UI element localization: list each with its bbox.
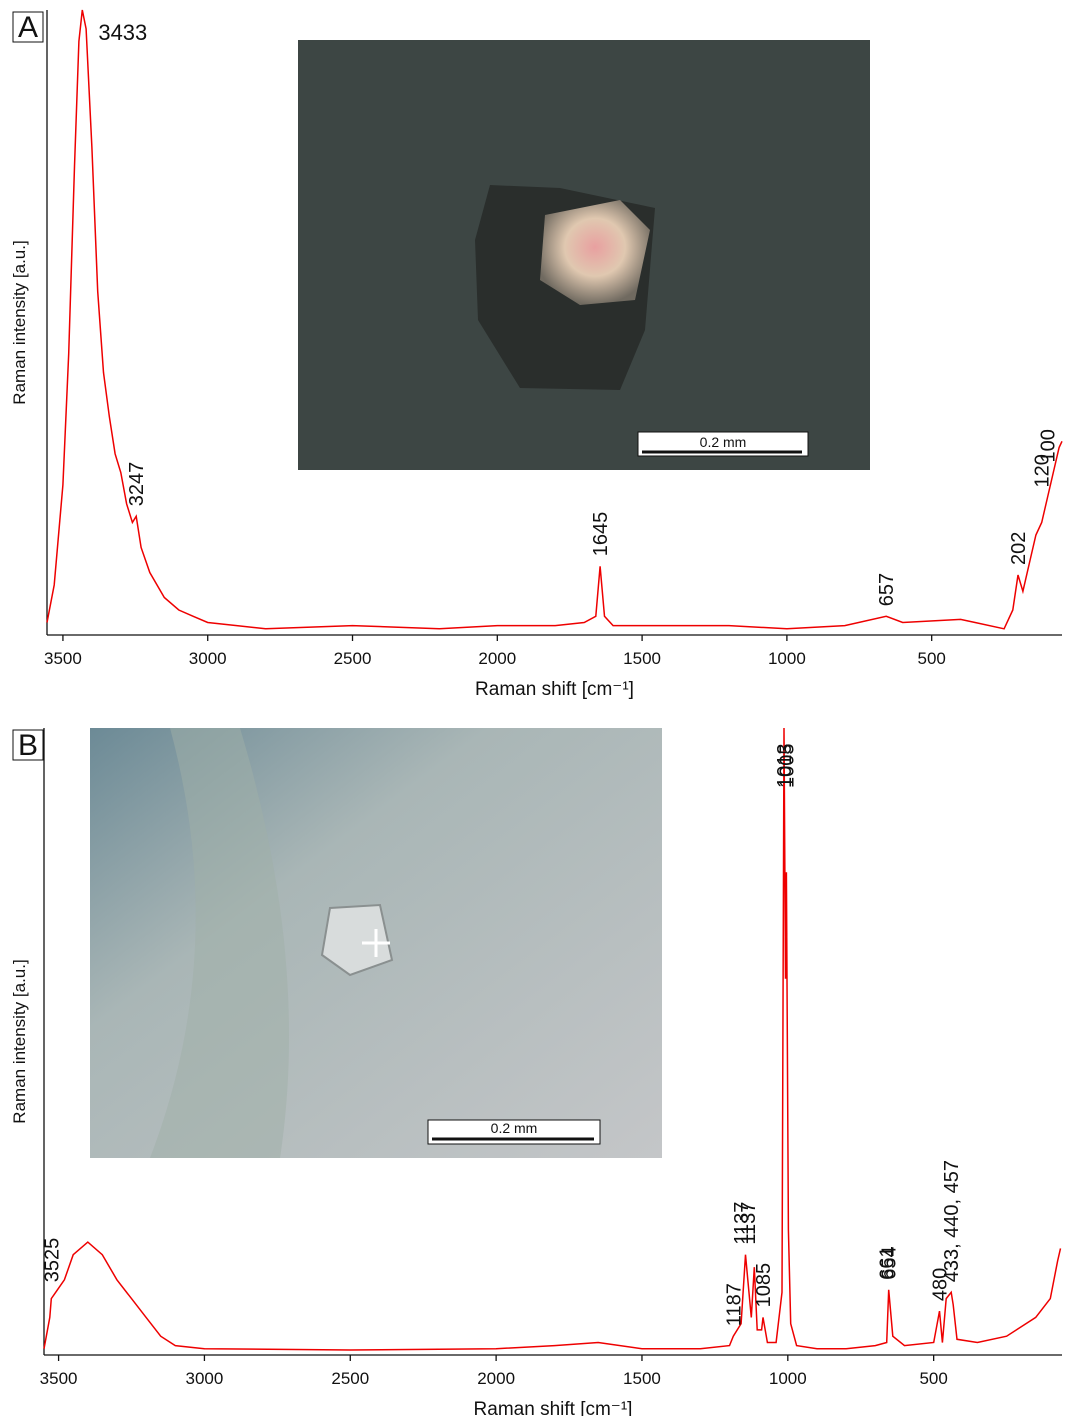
peak-label: 1085 <box>753 1263 775 1308</box>
x-tick-label: 2500 <box>334 649 372 668</box>
x-tick-label: 3500 <box>44 649 82 668</box>
x-tick-label: 1000 <box>769 1369 807 1388</box>
x-axis-title: Raman shift [cm⁻¹] <box>475 679 634 700</box>
y-axis-title: Raman intensity [a.u.] <box>10 240 29 404</box>
peak-label: 433, 440, 457 <box>941 1160 963 1282</box>
y-axis-title: Raman intensity [a.u.] <box>10 959 29 1123</box>
peak-label: 1005 <box>776 744 798 789</box>
x-tick-label: 3000 <box>186 1369 224 1388</box>
x-tick-label: 1000 <box>768 649 806 668</box>
peak-label: 654 <box>879 1246 901 1279</box>
x-tick-label: 2000 <box>477 1369 515 1388</box>
inset-scale-label: 0.2 mm <box>491 1120 538 1136</box>
x-tick-label: 500 <box>917 649 945 668</box>
figure: A 0.2 mm 3500 3000 2500 2000 1500 1000 500 Raman … <box>0 0 1066 1416</box>
inset-photo-a <box>298 40 870 470</box>
peak-label: 1645 <box>590 512 612 557</box>
peak-label: 3525 <box>41 1238 63 1283</box>
inset-scale-label: 0.2 mm <box>700 434 747 450</box>
peak-label: 202 <box>1008 532 1030 565</box>
x-tick-label: 3000 <box>189 649 227 668</box>
peak-label: 1187 <box>723 1283 745 1326</box>
x-tick-label: 1500 <box>623 649 661 668</box>
peak-label: 1137 <box>738 1202 760 1245</box>
peak-label: 3247 <box>126 462 148 507</box>
x-tick-label: 1500 <box>623 1369 661 1388</box>
x-tick-label: 3500 <box>40 1369 78 1388</box>
peak-label: 3433 <box>98 20 147 45</box>
x-axis-title: Raman shift [cm⁻¹] <box>474 1399 633 1416</box>
peak-label: 100 <box>1038 429 1060 462</box>
x-tick-label: 2000 <box>478 649 516 668</box>
panel-letter: B <box>18 729 38 762</box>
x-tick-label: 2500 <box>331 1369 369 1388</box>
peak-label: 657 <box>876 573 898 606</box>
inset-photo-b <box>90 728 662 1158</box>
panel-letter: A <box>18 11 38 44</box>
x-tick-label: 500 <box>919 1369 947 1388</box>
